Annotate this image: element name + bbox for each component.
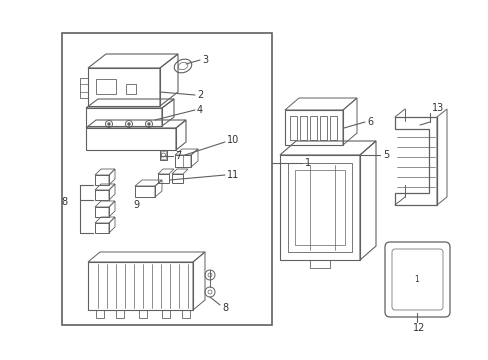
Bar xyxy=(95,190,109,200)
Circle shape xyxy=(147,123,150,125)
Text: 9: 9 xyxy=(133,200,139,210)
Bar xyxy=(80,78,88,98)
Bar xyxy=(175,155,191,167)
Bar xyxy=(139,310,147,318)
Bar xyxy=(309,116,316,140)
Text: 5: 5 xyxy=(382,150,388,160)
Bar xyxy=(309,260,329,268)
Bar xyxy=(280,155,359,260)
Text: 8: 8 xyxy=(222,303,228,313)
Bar xyxy=(172,174,183,183)
Bar xyxy=(161,151,165,159)
Bar xyxy=(116,310,124,318)
Bar xyxy=(182,310,190,318)
Text: 8: 8 xyxy=(62,197,68,207)
Bar xyxy=(294,170,345,245)
Bar xyxy=(88,262,193,310)
Text: 7: 7 xyxy=(175,151,181,161)
Bar xyxy=(126,84,136,94)
Bar xyxy=(287,163,351,252)
Bar xyxy=(96,310,104,318)
Text: 6: 6 xyxy=(366,117,372,127)
Text: 3: 3 xyxy=(202,55,208,65)
Bar xyxy=(86,108,162,126)
Bar xyxy=(88,68,160,106)
Bar xyxy=(135,186,155,197)
Bar xyxy=(86,128,176,150)
Bar xyxy=(162,310,170,318)
Bar xyxy=(299,116,306,140)
Bar xyxy=(160,150,167,160)
Bar xyxy=(96,79,116,94)
Text: 12: 12 xyxy=(412,323,425,333)
Circle shape xyxy=(107,123,110,125)
Bar xyxy=(62,33,271,325)
Bar xyxy=(95,175,109,185)
Text: 10: 10 xyxy=(226,135,239,145)
Bar xyxy=(95,223,109,233)
Text: 1: 1 xyxy=(414,275,419,284)
Bar xyxy=(158,174,169,183)
Bar xyxy=(329,116,336,140)
Text: 4: 4 xyxy=(197,105,203,115)
Bar xyxy=(285,110,342,145)
Bar xyxy=(319,116,326,140)
Bar xyxy=(95,207,109,217)
Text: 2: 2 xyxy=(197,90,203,100)
Text: 11: 11 xyxy=(226,170,239,180)
Circle shape xyxy=(127,123,130,125)
Bar xyxy=(289,116,296,140)
Text: 1: 1 xyxy=(305,158,310,168)
Text: 13: 13 xyxy=(431,103,443,113)
